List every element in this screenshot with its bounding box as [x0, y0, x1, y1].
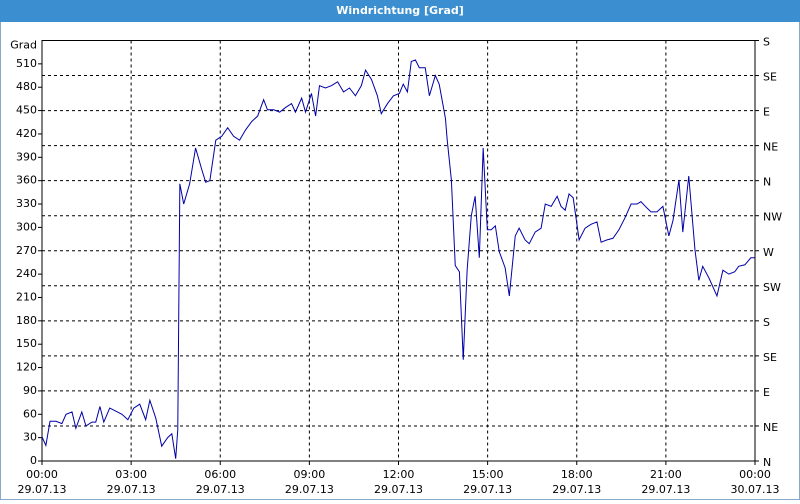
x-tick-label: 00:00 [26, 468, 58, 481]
y-tick-label: 420 [16, 127, 37, 140]
x-tick-date: 29.07.13 [285, 483, 334, 496]
x-tick-date: 29.07.13 [641, 483, 690, 496]
x-tick-date: 29.07.13 [552, 483, 601, 496]
x-tick-date: 29.07.13 [18, 483, 67, 496]
y-tick-label: 360 [16, 174, 37, 187]
y2-tick-label: SE [763, 351, 777, 364]
x-tick-date: 29.07.13 [107, 483, 156, 496]
y-tick-label: 0 [30, 454, 37, 467]
y-tick-label: 510 [16, 57, 37, 70]
x-tick-label: 12:00 [383, 468, 415, 481]
y2-tick-label: SW [763, 281, 781, 294]
y-axis-label: Grad [10, 39, 37, 52]
title-bar [0, 0, 800, 22]
y-tick-label: 120 [16, 361, 37, 374]
y2-tick-label: E [763, 386, 770, 399]
y-tick-label: 60 [23, 407, 37, 420]
data-line [41, 59, 755, 459]
y2-tick-label: W [763, 246, 774, 259]
chart-title: Windrichtung [Grad] [336, 4, 464, 17]
y-tick-label: 330 [16, 197, 37, 210]
y2-tick-label: S [763, 316, 770, 329]
x-tick-label: 09:00 [294, 468, 326, 481]
y2-tick-label: SE [763, 71, 777, 84]
y-tick-label: 30 [23, 431, 37, 444]
y-tick-label: 450 [16, 104, 37, 117]
y2-tick-label: E [763, 106, 770, 119]
x-tick-label: 06:00 [204, 468, 236, 481]
y-tick-label: 240 [16, 267, 37, 280]
y2-tick-label: N [763, 456, 771, 469]
y2-tick-label: NE [763, 421, 778, 434]
y-tick-label: 300 [16, 220, 37, 233]
x-tick-label: 03:00 [115, 468, 147, 481]
y-tick-label: 150 [16, 337, 37, 350]
y2-tick-label: S [763, 36, 770, 49]
x-tick-date: 29.07.13 [463, 483, 512, 496]
y-tick-label: 180 [16, 314, 37, 327]
x-tick-date: 29.07.13 [374, 483, 423, 496]
x-tick-label: 15:00 [472, 468, 504, 481]
y2-tick-label: N [763, 176, 771, 189]
x-tick-label: 18:00 [561, 468, 593, 481]
y-tick-label: 480 [16, 80, 37, 93]
x-tick-date: 29.07.13 [196, 483, 245, 496]
x-tick-date: 30.07.13 [731, 483, 780, 496]
y2-tick-label: NE [763, 141, 778, 154]
y-tick-label: 210 [16, 290, 37, 303]
y-tick-label: 390 [16, 150, 37, 163]
x-tick-label: 00:00 [739, 468, 771, 481]
y-tick-label: 90 [23, 384, 37, 397]
y2-tick-label: NW [763, 211, 782, 224]
y-tick-label: 270 [16, 244, 37, 257]
x-tick-label: 21:00 [650, 468, 682, 481]
